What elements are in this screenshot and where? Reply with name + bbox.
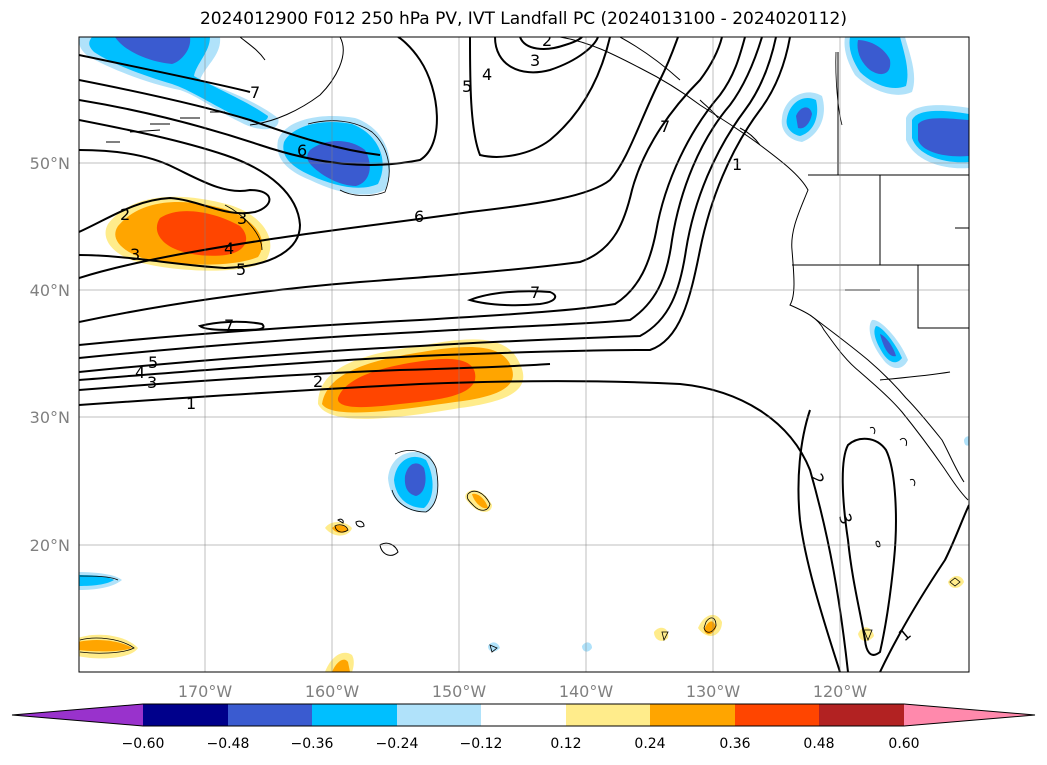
colorbar-label: −0.12	[460, 736, 503, 752]
colorbar-label: 0.60	[888, 736, 919, 752]
colorbar-segment	[312, 704, 397, 726]
colorbar-label: −0.36	[291, 736, 334, 752]
colorbar-segment	[650, 704, 735, 726]
longitude-labels: 170°W 160°W 150°W 140°W 130°W 120°W	[178, 682, 868, 701]
colorbar-segment	[397, 704, 481, 726]
colorbar-label: −0.24	[376, 736, 419, 752]
colorbar-segment	[566, 704, 650, 726]
contour-label-3b: 3	[130, 245, 140, 264]
coastlines	[106, 37, 969, 556]
lat-label: 20°N	[30, 536, 70, 555]
contour-label-7b: 7	[224, 316, 234, 335]
colorbar-label: 0.48	[803, 736, 834, 752]
lon-label: 140°W	[559, 682, 614, 701]
colorbar-low-extend	[12, 704, 143, 726]
lat-label: 50°N	[30, 154, 70, 173]
contour-label-5c: 5	[462, 77, 472, 96]
contour-label-2b: 2	[120, 205, 130, 224]
contour-label-7c: 7	[250, 83, 260, 102]
colorbar: −0.60 −0.48 −0.36 −0.24 −0.12 0.12 0.24 …	[11, 703, 1036, 752]
contour-label-6b: 6	[414, 207, 424, 226]
contour-label-1a: 1	[186, 394, 196, 413]
gridlines	[79, 37, 969, 672]
lon-label: 130°W	[686, 682, 741, 701]
map-title: 2024012900 F012 250 hPa PV, IVT Landfall…	[199, 9, 847, 29]
map-frame	[78, 36, 970, 673]
colorbar-label: −0.48	[207, 736, 250, 752]
latitude-labels: 50°N 40°N 30°N 20°N	[30, 154, 70, 555]
contour-label-2a: 2	[313, 372, 323, 391]
colorbar-label: 0.36	[719, 736, 750, 752]
contour-label-4a: 4	[135, 363, 145, 382]
colorbar-label: 0.24	[634, 736, 665, 752]
contour-label-7d: 7	[660, 117, 670, 136]
contour-label-4c: 4	[482, 65, 492, 84]
lon-label: 150°W	[432, 682, 487, 701]
lon-label: 120°W	[813, 682, 868, 701]
contour-label-2d: 2	[542, 31, 552, 50]
contour-label-4b: 4	[224, 239, 234, 258]
colorbar-segment	[143, 704, 228, 726]
colorbar-label: −0.60	[122, 736, 165, 752]
contour-label-1c: 1	[732, 155, 742, 174]
contour-label-3a: 3	[147, 373, 157, 392]
contour-label-3e: 3	[530, 51, 540, 70]
contour-label-5a: 5	[148, 353, 158, 372]
colorbar-segment	[819, 704, 904, 726]
map-plot-area: 1 1 1 2 2 2 2 3 3 3 3 3 4 4 4 5 5 5 6 6 …	[79, 31, 969, 672]
colorbar-segment	[228, 704, 312, 726]
contour-label-5b: 5	[236, 260, 246, 279]
colorbar-label: 0.12	[550, 736, 581, 752]
lat-label: 40°N	[30, 281, 70, 300]
contour-label-7a: 7	[530, 283, 540, 302]
lat-label: 30°N	[30, 408, 70, 427]
anomaly-outlines	[79, 51, 961, 654]
colorbar-segment	[481, 704, 566, 726]
colorbar-segment	[735, 704, 819, 726]
lon-label: 160°W	[305, 682, 360, 701]
contour-label-6a: 6	[297, 141, 307, 160]
contour-label-3c: 3	[237, 209, 247, 228]
lon-label: 170°W	[178, 682, 233, 701]
colorbar-high-extend	[904, 704, 1035, 726]
